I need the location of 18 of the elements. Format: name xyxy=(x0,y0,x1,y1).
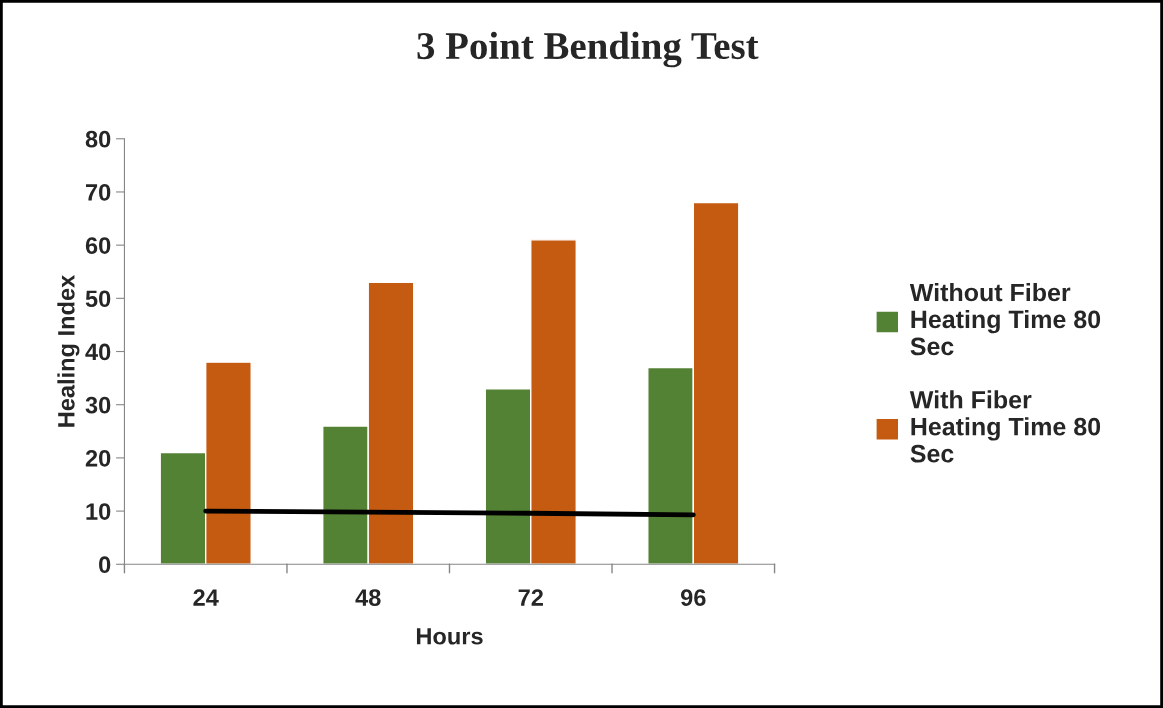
legend-label: Without Fiber Heating Time 80 Sec xyxy=(909,282,1101,356)
y-axis-title: Healing Index xyxy=(57,274,80,427)
x-axis-title: Hours xyxy=(416,628,483,645)
chart-title: 3 Point Bending Test xyxy=(417,31,759,68)
y-tick-label: 50 xyxy=(85,290,111,308)
x-tick-label: 72 xyxy=(518,589,543,606)
legend-label: With Fiber Heating Time 80 Sec xyxy=(909,390,1101,463)
y-tick-label: 20 xyxy=(85,449,111,467)
x-tick-label: 24 xyxy=(193,589,219,606)
y-tick-label: 60 xyxy=(85,237,111,254)
y-tick-label: 80 xyxy=(85,130,111,148)
y-tick-label: 40 xyxy=(85,343,111,361)
y-tick-label: 10 xyxy=(86,503,111,520)
x-tick-label: 48 xyxy=(355,589,381,606)
x-tick-label: 96 xyxy=(680,589,706,606)
y-tick-label: 70 xyxy=(86,184,111,201)
y-tick-label: 0 xyxy=(99,556,111,574)
y-tick-label: 30 xyxy=(85,396,111,414)
